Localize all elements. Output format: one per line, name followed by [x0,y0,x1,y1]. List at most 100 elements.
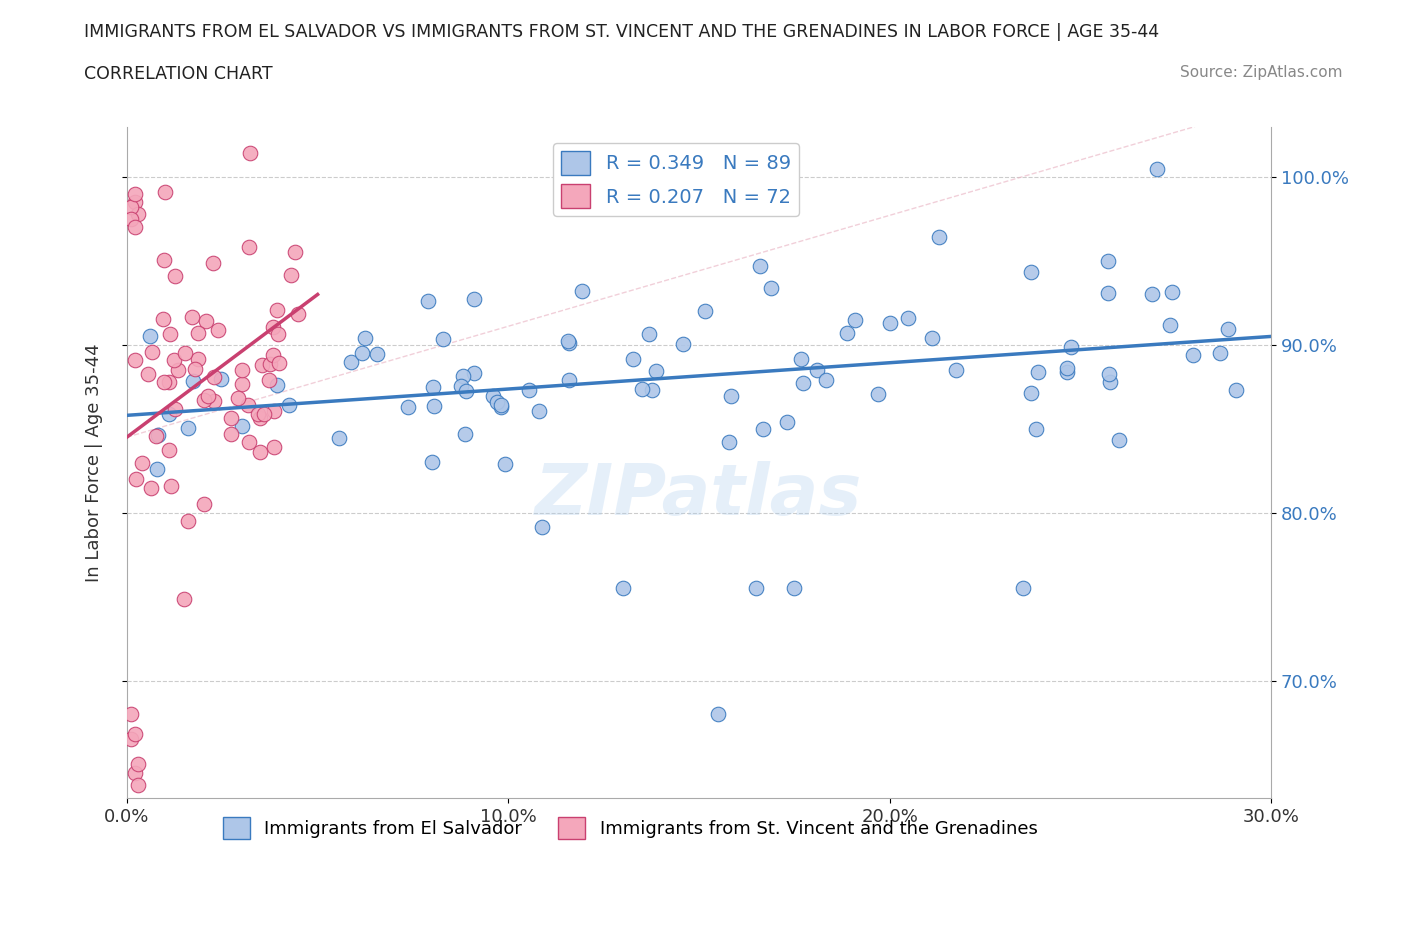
Point [761,281,783,296]
Point [517,382,540,397]
Point [707,707,730,722]
Point [257,373,280,388]
Point [422,379,444,394]
Point [136,366,159,381]
Point [641,382,664,397]
Point [637,326,659,341]
Point [193,497,215,512]
Point [866,386,889,401]
Point [267,326,290,341]
Point [120,200,142,215]
Point [1216,321,1239,336]
Point [494,457,516,472]
Point [340,355,363,370]
Point [527,403,550,418]
Point [720,389,742,404]
Point [693,304,716,319]
Point [416,293,439,308]
Point [1108,432,1130,447]
Point [1181,348,1204,363]
Point [197,389,219,404]
Point [1056,365,1078,379]
Point [266,378,288,392]
Point [1140,286,1163,301]
Point [280,268,302,283]
Point [792,376,814,391]
Text: Source: ZipAtlas.com: Source: ZipAtlas.com [1180,65,1343,80]
Point [120,707,142,722]
Point [266,302,288,317]
Point [1019,265,1042,280]
Point [1012,581,1035,596]
Point [328,431,350,445]
Point [453,368,475,383]
Point [489,400,512,415]
Point [263,404,285,418]
Point [482,389,505,404]
Point [945,363,967,378]
Point [631,381,654,396]
Point [226,391,249,405]
Point [783,581,806,596]
Point [790,352,813,366]
Point [209,371,232,386]
Point [145,429,167,444]
Point [238,397,260,412]
Point [422,455,444,470]
Point [120,732,142,747]
Point [193,392,215,407]
Point [173,592,195,607]
Point [284,245,307,259]
Point [491,398,513,413]
Point [531,519,554,534]
Point [157,443,180,458]
Point [124,186,146,201]
Point [612,581,634,596]
Point [717,435,740,450]
Point [354,330,377,345]
Point [177,420,200,435]
Point [486,395,509,410]
Point [124,727,146,742]
Point [157,375,180,390]
Point [249,410,271,425]
Point [139,480,162,495]
Point [1019,386,1042,401]
Point [263,439,285,454]
Point [202,393,225,408]
Point [127,777,149,792]
Point [120,211,142,226]
Point [159,326,181,341]
Point [246,406,269,421]
Point [231,377,253,392]
Point [165,269,187,284]
Point [177,513,200,528]
Point [745,581,768,596]
Point [396,400,419,415]
Point [366,347,388,362]
Point [183,362,205,377]
Point [557,333,579,348]
Point [124,194,146,209]
Point [1097,253,1119,268]
Point [463,292,485,307]
Point [277,398,299,413]
Point [432,331,454,346]
Point [124,765,146,780]
Point [167,362,190,377]
Point [1159,318,1181,333]
Point [748,259,770,273]
Point [450,379,472,393]
Point [124,472,146,486]
Point [423,399,446,414]
Point [127,206,149,221]
Point [463,365,485,380]
Point [153,374,176,389]
Point [194,313,217,328]
Point [238,239,260,254]
Point [163,352,186,367]
Point [238,434,260,449]
Point [231,363,253,378]
Point [174,346,197,361]
Point [645,364,668,379]
